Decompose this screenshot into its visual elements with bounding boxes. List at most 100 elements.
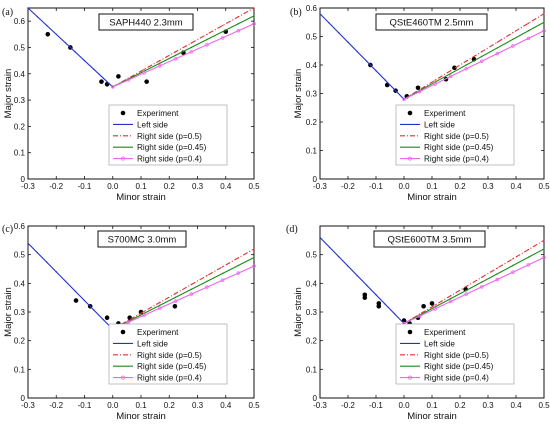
x-tick-label: 0.1 bbox=[426, 182, 438, 191]
x-tick-label: 0.5 bbox=[248, 401, 260, 410]
series-marker-left bbox=[328, 22, 331, 24]
y-tick-label: 0.4 bbox=[306, 279, 318, 288]
y-tick-label: 0.6 bbox=[14, 17, 26, 26]
series-marker-p04 bbox=[417, 314, 422, 318]
series-marker-left bbox=[36, 252, 39, 254]
series-marker-p045 bbox=[206, 280, 208, 283]
legend-swatch-experiment bbox=[120, 110, 126, 116]
series-marker-p04 bbox=[464, 292, 468, 296]
x-tick-label: 0.5 bbox=[538, 182, 550, 191]
series-marker-p045 bbox=[237, 23, 240, 25]
title-box-b bbox=[375, 13, 488, 31]
panel-label-c: (c) bbox=[2, 224, 13, 235]
series-marker-p05 bbox=[206, 33, 208, 36]
legend-label: Right side (p=0.45) bbox=[137, 143, 207, 152]
y-tick-label: 0.2 bbox=[14, 122, 26, 131]
x-tick-label: -0.2 bbox=[341, 182, 355, 191]
series-marker-p04 bbox=[205, 43, 209, 47]
y-axis-label: Major strain bbox=[3, 69, 14, 119]
legend-label: Right side (p=0.4) bbox=[424, 374, 489, 383]
series-marker-left bbox=[347, 265, 349, 267]
series-marker-left bbox=[93, 68, 95, 71]
series-line-p04 bbox=[403, 257, 545, 324]
series-marker-p05 bbox=[221, 24, 224, 27]
x-tick-label: 0.5 bbox=[538, 401, 550, 410]
series-line-p045 bbox=[112, 15, 255, 88]
legend-b: Experiment Left side Right side (p=0.5) Rig… bbox=[395, 104, 515, 166]
series-line-p045 bbox=[403, 248, 545, 324]
legend-c: Experiment Left side Right side (p=0.5) Rig… bbox=[108, 323, 228, 385]
series-marker-p05 bbox=[237, 257, 240, 259]
experiment-point bbox=[421, 303, 426, 309]
series-marker-p05 bbox=[190, 42, 192, 44]
series-marker-p05 bbox=[465, 285, 467, 288]
x-tick-label: 0.4 bbox=[510, 401, 522, 410]
panel-c: (c) -0.3 -0.2 -0.1 0.0 0.1 0.2 0.3 0.4 0.5 0 0.1 0.… bbox=[2, 222, 260, 422]
series-marker-p04 bbox=[495, 277, 500, 282]
legend-label: Left side bbox=[137, 339, 168, 348]
series-marker-p05 bbox=[449, 295, 452, 297]
chart-title-a: SAPH440 2.3mm bbox=[109, 18, 182, 29]
series-marker-left bbox=[393, 313, 396, 315]
series-marker-p045 bbox=[527, 30, 530, 32]
series-marker-p045 bbox=[465, 64, 467, 66]
x-tick-label: -0.3 bbox=[21, 182, 35, 191]
x-tick-label: 0.5 bbox=[248, 182, 260, 191]
y-tick-label: 0.5 bbox=[306, 251, 318, 260]
x-tick-label: 0.0 bbox=[398, 401, 410, 410]
series-marker-p04 bbox=[142, 313, 146, 317]
legend-swatch-marker bbox=[408, 375, 412, 380]
y-tick-label: 0 bbox=[21, 175, 26, 184]
series-line-left bbox=[27, 242, 114, 330]
series-marker-p05 bbox=[221, 266, 224, 268]
series-marker-left bbox=[328, 246, 331, 248]
y-tick-label: 0.2 bbox=[306, 118, 318, 127]
series-marker-p045 bbox=[253, 256, 255, 259]
series-marker-p05 bbox=[512, 32, 514, 34]
x-tick-label: 0.3 bbox=[192, 182, 204, 191]
x-tick-label: 0.0 bbox=[398, 182, 410, 191]
series-marker-p04 bbox=[511, 44, 515, 48]
series-marker-p05 bbox=[159, 59, 161, 62]
series-marker-p04 bbox=[220, 278, 225, 282]
x-tick-label: 0.0 bbox=[107, 401, 119, 410]
series-marker-p045 bbox=[496, 47, 499, 49]
series-marker-left bbox=[27, 7, 29, 9]
series-marker-left bbox=[337, 32, 340, 34]
series-marker-p04 bbox=[252, 22, 256, 26]
y-tick-label: 0.6 bbox=[14, 222, 26, 231]
y-tick-label: 0.4 bbox=[14, 279, 26, 288]
series-marker-p05 bbox=[496, 267, 499, 269]
series-marker-p05 bbox=[434, 304, 436, 306]
series-marker-p04 bbox=[158, 306, 162, 310]
chart-title-d: QStE600TM 3.5mm bbox=[388, 235, 472, 246]
series-marker-p04 bbox=[526, 263, 531, 267]
series-marker-left bbox=[55, 271, 57, 273]
series-marker-p05 bbox=[449, 70, 452, 72]
series-marker-left bbox=[46, 261, 48, 264]
series-marker-p04 bbox=[189, 292, 193, 296]
y-tick-label: 0.1 bbox=[306, 147, 318, 156]
title-box-a bbox=[98, 13, 194, 31]
y-tick-label: 0.5 bbox=[14, 43, 26, 52]
legend-label: Right side (p=0.4) bbox=[137, 374, 202, 383]
series-marker-left bbox=[337, 255, 340, 258]
legend-swatch-marker bbox=[121, 375, 125, 380]
series-marker-p045 bbox=[159, 62, 161, 64]
series-marker-left bbox=[365, 60, 368, 62]
x-tick-label: 0.2 bbox=[164, 401, 176, 410]
legend-label: Right side (p=0.45) bbox=[424, 143, 494, 152]
x-tick-label: -0.3 bbox=[21, 401, 35, 410]
series-marker-p04 bbox=[110, 85, 115, 89]
series-marker-p05 bbox=[190, 283, 192, 286]
series-marker-p04 bbox=[402, 97, 406, 101]
experiment-point bbox=[415, 85, 421, 91]
series-marker-p04 bbox=[252, 264, 256, 268]
series-marker-p045 bbox=[481, 281, 483, 283]
x-tick-label: 0.4 bbox=[510, 182, 522, 191]
series-marker-p045 bbox=[221, 30, 224, 33]
series-marker-left bbox=[375, 294, 377, 296]
series-marker-p04 bbox=[511, 270, 515, 274]
series-marker-p045 bbox=[159, 304, 161, 307]
